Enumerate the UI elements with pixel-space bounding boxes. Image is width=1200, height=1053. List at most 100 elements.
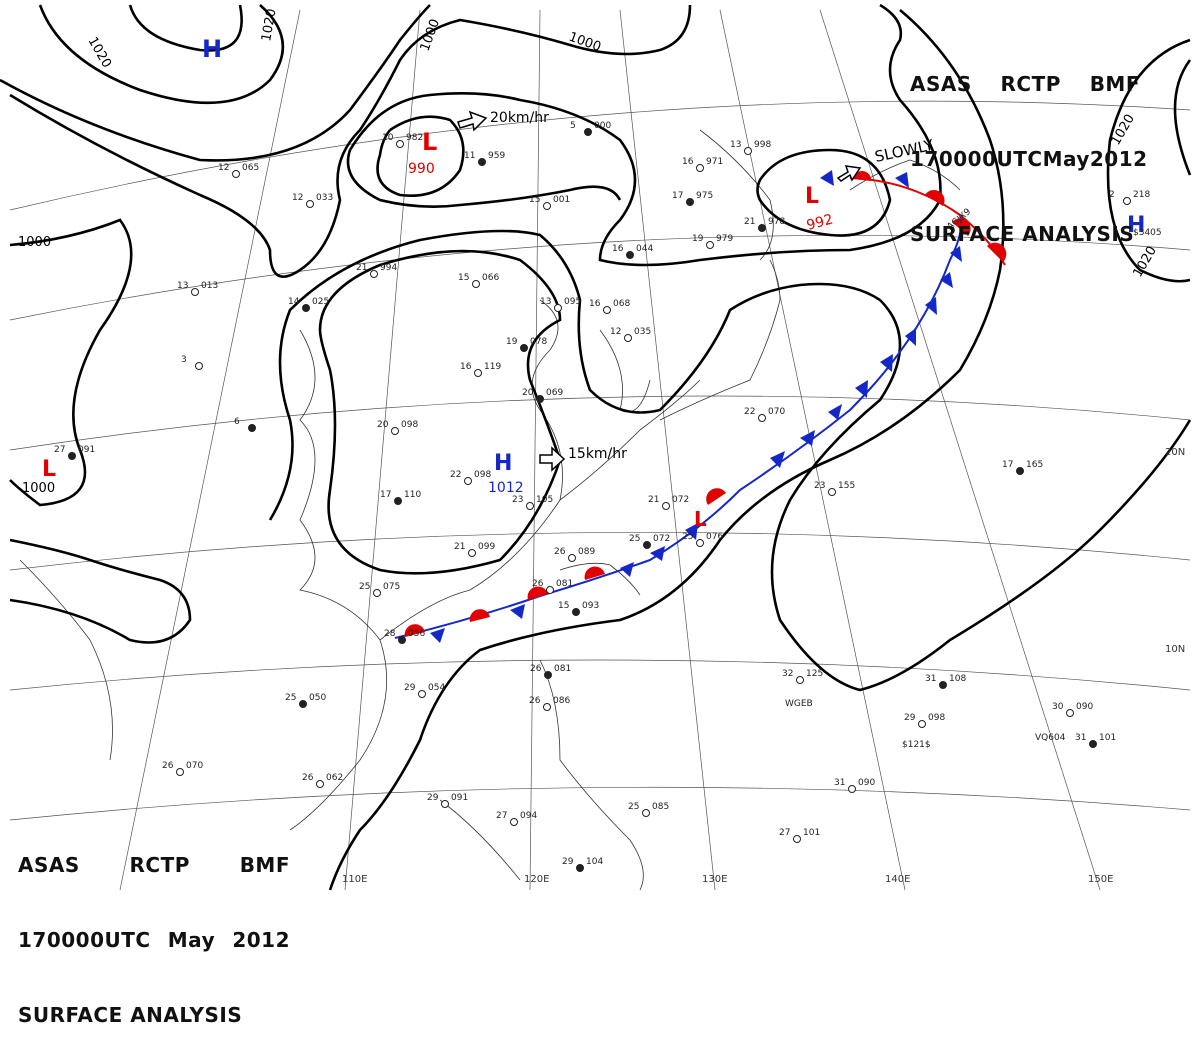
isobar-label-1020: 1020 bbox=[259, 7, 280, 42]
station-plot: 15 001 bbox=[529, 195, 570, 210]
station-circle-icon bbox=[624, 334, 632, 342]
station-temperature: 16 bbox=[460, 362, 472, 372]
station-circle-icon bbox=[744, 147, 752, 155]
station-pressure: 101 bbox=[1099, 733, 1116, 743]
station-plot: 20 098 bbox=[377, 420, 418, 435]
station-plot: 26 081 bbox=[530, 664, 571, 679]
station-circle-icon bbox=[848, 785, 856, 793]
low-center-label: L bbox=[805, 184, 819, 209]
station-temperature: 13 bbox=[177, 281, 188, 291]
station-plot: 23 105 bbox=[512, 495, 553, 510]
station-pressure: 013 bbox=[201, 281, 218, 291]
movement-speed-label: 20km/hr bbox=[490, 110, 549, 126]
isobar-label-1000: 1000 bbox=[567, 30, 603, 55]
station-plot: 31 108 bbox=[925, 674, 966, 689]
station-plot: 29 104 bbox=[562, 857, 603, 872]
station-pressure: 081 bbox=[554, 664, 571, 674]
isobars bbox=[0, 3, 1192, 891]
station-pressure: 085 bbox=[652, 802, 669, 812]
station-plot: 17 975 bbox=[672, 191, 713, 206]
station-circle-icon bbox=[543, 703, 551, 711]
station-plot: 17 110 bbox=[380, 490, 421, 505]
station-pressure: 086 bbox=[553, 696, 570, 706]
station-temperature: 21 bbox=[648, 495, 659, 505]
header-line-2: 170000UTC May 2012 bbox=[910, 147, 1147, 172]
station-circle-icon bbox=[391, 427, 399, 435]
station-temperature: 27 bbox=[496, 811, 507, 821]
station-pressure: 000 bbox=[594, 121, 611, 131]
station-circle-icon bbox=[373, 589, 381, 597]
station-plot: 16 044 bbox=[612, 244, 653, 259]
station-temperature: 16 bbox=[612, 244, 624, 254]
station-plot: 15 093 bbox=[558, 601, 599, 616]
station-temperature: 15 bbox=[558, 601, 569, 611]
station-temperature: 26 bbox=[532, 579, 544, 589]
station-plot: 25 085 bbox=[628, 802, 669, 817]
low-center-label: L bbox=[694, 507, 707, 531]
station-plot: 23 155 bbox=[814, 481, 855, 496]
station-circle-icon bbox=[918, 720, 926, 728]
station-pressure: 104 bbox=[586, 857, 603, 867]
station-plot: 20 069 bbox=[522, 388, 563, 403]
station-circle-icon bbox=[474, 369, 482, 377]
station-code: WGEB bbox=[785, 699, 813, 709]
station-pressure: 979 bbox=[716, 234, 733, 244]
station-pressure: 098 bbox=[474, 470, 491, 480]
station-temperature: 26 bbox=[162, 761, 174, 771]
station-code: $3405 bbox=[1133, 228, 1162, 238]
station-pressure: 155 bbox=[838, 481, 855, 491]
station-circle-icon bbox=[396, 140, 404, 148]
header-year: 2012 bbox=[232, 928, 290, 952]
station-plot: 16 119 bbox=[460, 362, 501, 377]
isobar-label-1000: 1000 bbox=[418, 17, 443, 53]
station-plot: 31 101 bbox=[1075, 733, 1116, 748]
station-plot: 19 979 bbox=[692, 234, 733, 249]
high-pressure-value: 1012 bbox=[488, 480, 524, 496]
lon-label: 150E bbox=[1088, 874, 1113, 885]
station-plot: 10 982 bbox=[382, 133, 423, 148]
station-pressure: 098 bbox=[928, 713, 945, 723]
station-pressure: 076 bbox=[706, 532, 723, 542]
station-plot: 6 bbox=[234, 417, 256, 432]
station-temperature: 31 bbox=[925, 674, 936, 684]
low-pressure-value: 990 bbox=[408, 161, 435, 177]
fronts bbox=[394, 170, 1007, 643]
station-plot: 5 000 bbox=[570, 121, 611, 136]
station-plot: 21 072 bbox=[648, 495, 689, 510]
station-pressure: 065 bbox=[242, 163, 259, 173]
lon-label: 120E bbox=[524, 874, 549, 885]
header-station-code: RCTP bbox=[129, 853, 190, 877]
station-circle-icon bbox=[316, 780, 324, 788]
surface-analysis-map: 1020 1020 1000 1000 1000 1000 1020 1020 bbox=[0, 3, 1192, 891]
station-temperature: 26 bbox=[529, 696, 541, 706]
station-plot: 12 033 bbox=[292, 193, 333, 208]
station-plot: 26 070 bbox=[162, 761, 203, 776]
station-code: VQ604 bbox=[1035, 733, 1066, 743]
station-pressure: 066 bbox=[482, 273, 499, 283]
station-circle-icon bbox=[370, 270, 378, 278]
station-circle-icon bbox=[543, 202, 551, 210]
station-circle-icon bbox=[758, 414, 766, 422]
station-circle-icon bbox=[1123, 197, 1131, 205]
station-temperature: 14 bbox=[288, 297, 300, 307]
station-temperature: 22 bbox=[744, 407, 755, 417]
station-pressure: 959 bbox=[488, 151, 505, 161]
station-temperature: 25 bbox=[629, 534, 640, 544]
station-temperature: 13 bbox=[540, 297, 551, 307]
station-circle-icon bbox=[299, 700, 307, 708]
station-circle-icon bbox=[642, 809, 650, 817]
header-title: SURFACE ANALYSIS bbox=[910, 222, 1135, 246]
station-circle-icon bbox=[696, 164, 704, 172]
station-temperature: 17 bbox=[672, 191, 683, 201]
station-temperature: 19 bbox=[692, 234, 704, 244]
station-plot: 22 098 bbox=[450, 470, 491, 485]
lon-label: 140E bbox=[885, 874, 910, 885]
station-pressure: 091 bbox=[451, 793, 468, 803]
station-circle-icon bbox=[706, 241, 714, 249]
station-pressure: 971 bbox=[706, 157, 723, 167]
stationary-front bbox=[394, 214, 963, 639]
chart-header-top-right: ASAS RCTP BMF 170000UTC May 2012 SURFACE… bbox=[910, 22, 1147, 272]
isobar-label-1000: 1000 bbox=[22, 481, 55, 496]
station-pressure: 101 bbox=[803, 828, 820, 838]
station-circle-icon bbox=[536, 395, 544, 403]
